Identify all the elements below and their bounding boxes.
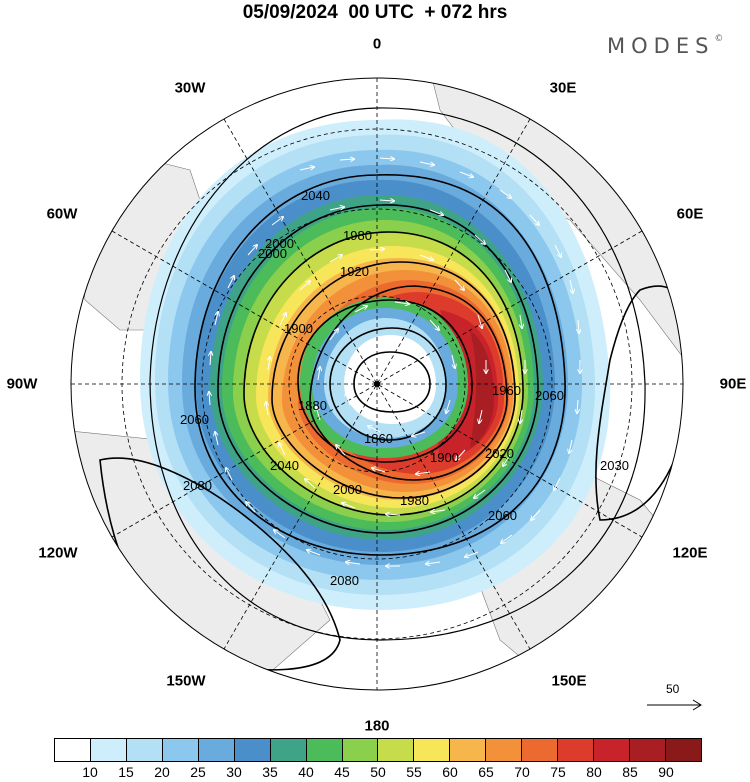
contour-label: 2020 [485, 446, 514, 461]
colorbar-cell [665, 739, 701, 761]
colorbar-cell [234, 739, 271, 761]
contour-label: 1920 [340, 264, 369, 279]
colorbar-cell [486, 739, 523, 761]
colorbar-cell [594, 739, 630, 761]
lon-label-120e: 120E [672, 544, 708, 562]
contour-label: 2080 [183, 478, 212, 493]
colorbar-tick-label: 60 [442, 764, 458, 780]
colorbar-tick-label: 80 [586, 764, 602, 780]
contour-label: 1980 [400, 493, 429, 508]
contour-label: 2060 [535, 388, 564, 403]
colorbar-tick-label: 40 [298, 764, 314, 780]
brand-name: MODES [607, 34, 715, 58]
chart-title: 05/09/2024 00 UTC + 072 hrs [242, 2, 508, 23]
lon-label-30e: 30E [549, 79, 577, 97]
contour-label: 1880 [298, 398, 327, 413]
colorbar-cell [270, 739, 307, 761]
wind-arrow-icon [209, 158, 580, 566]
contour-label: 2040 [270, 458, 299, 473]
colorbar-cell [522, 739, 559, 761]
lon-label-90e: 90E [719, 375, 747, 393]
colorbar-tick-label: 85 [622, 764, 638, 780]
lon-label-150w: 150W [166, 672, 206, 690]
colorbar-tick-label: 30 [226, 764, 242, 780]
colorbar-cell [414, 739, 451, 761]
contour-label: 1960 [492, 383, 521, 398]
colorbar-cell [90, 739, 127, 761]
pole-marker-icon [374, 381, 380, 387]
lon-label-60e: 60E [676, 205, 704, 223]
lon-label-0: 0 [372, 35, 382, 53]
contour-label: 2000 [258, 246, 287, 261]
lon-label-120w: 120W [38, 544, 78, 562]
colorbar-tick-label: 75 [550, 764, 566, 780]
colorbar-tick-label: 55 [406, 764, 422, 780]
contour-label: 2060 [180, 412, 209, 427]
colorbar [54, 738, 702, 762]
contour-label: 2030 [600, 458, 629, 473]
wind-scale [647, 699, 702, 711]
lon-label-150e: 150E [551, 672, 587, 690]
lon-label-60w: 60W [46, 205, 78, 223]
colorbar-cell [55, 739, 91, 761]
contour-label: 2080 [330, 573, 359, 588]
colorbar-tick-label: 15 [118, 764, 134, 780]
contour-label: 1860 [364, 431, 393, 446]
colorbar-cell [198, 739, 235, 761]
colorbar-cell [162, 739, 199, 761]
contour-labels: 2040 2000 1980 1920 1900 1860 1880 2060 … [180, 188, 629, 588]
colorbar-cell [450, 739, 487, 761]
colorbar-cell [630, 739, 666, 761]
contour-label: 2040 [301, 188, 330, 203]
contour-label: 1980 [343, 228, 372, 243]
colorbar-tick-label: 45 [334, 764, 350, 780]
brand-logo: MODES© [607, 34, 723, 58]
colorbar-cell [126, 739, 163, 761]
wind-speed-shading [140, 119, 611, 610]
height-contours [99, 107, 683, 671]
lon-label-90w: 90W [6, 375, 38, 393]
contour-label: 2060 [488, 508, 517, 523]
colorbar-tick-label: 50 [370, 764, 386, 780]
colorbar-tick-label: 65 [478, 764, 494, 780]
contour-label: 2000 [265, 236, 294, 251]
colorbar-tick-label: 20 [154, 764, 170, 780]
graticule [71, 78, 683, 690]
contour-label: 1900 [430, 450, 459, 465]
colorbar-tick-label: 90 [658, 764, 674, 780]
contour-label: 1900 [284, 321, 313, 336]
colorbar-cell [342, 739, 379, 761]
colorbar-tick-label: 35 [262, 764, 278, 780]
colorbar-tick-label: 10 [82, 764, 98, 780]
brand-mark: © [714, 34, 724, 44]
colorbar-cell [558, 739, 595, 761]
colorbar-cell [378, 739, 415, 761]
map-body [71, 78, 683, 690]
wind-scale-label: 50 [666, 682, 680, 696]
colorbar-tick-label: 70 [514, 764, 530, 780]
lon-label-30w: 30W [174, 79, 206, 97]
lon-label-180: 180 [364, 717, 390, 735]
contour-label: 2000 [333, 482, 362, 497]
colorbar-cell [306, 739, 343, 761]
colorbar-tick-label: 25 [190, 764, 206, 780]
